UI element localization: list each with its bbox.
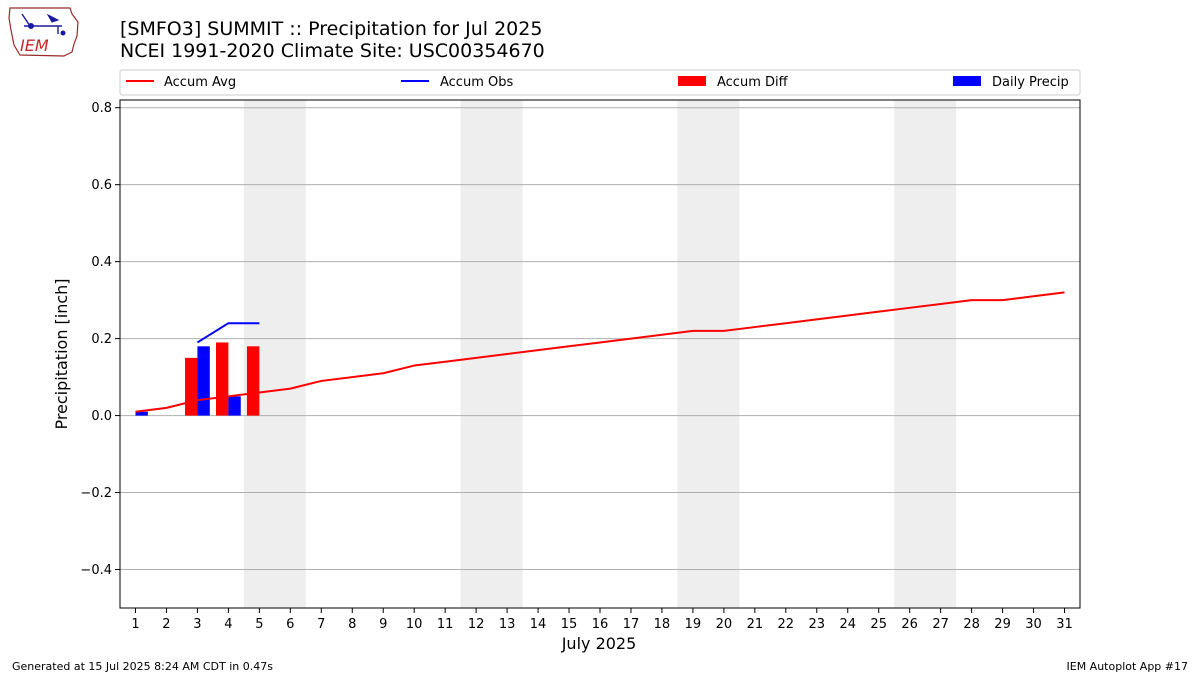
y-tick-label: −0.2 xyxy=(80,486,112,501)
legend-label-accum-obs: Accum Obs xyxy=(440,75,513,90)
accum-diff-bar xyxy=(185,357,198,416)
accum-avg-line xyxy=(135,291,1065,413)
x-tick-label: 21 xyxy=(747,617,764,632)
x-tick-label: 16 xyxy=(592,617,609,632)
x-tick-label: 8 xyxy=(348,617,356,632)
legend-swatch-daily-precip xyxy=(953,76,981,86)
accum-obs-line xyxy=(196,322,260,344)
x-tick-label: 15 xyxy=(561,617,578,632)
weekend-band xyxy=(894,100,957,608)
x-tick-label: 27 xyxy=(932,617,949,632)
accum-diff-bar xyxy=(246,346,260,416)
legend-item-accum-avg: Accum Avg xyxy=(126,75,236,90)
legend: Accum Avg Accum Obs Accum Diff Daily Pre… xyxy=(119,69,1081,96)
x-tick-label: 30 xyxy=(1025,617,1042,632)
daily-precip-bar xyxy=(135,411,148,416)
x-tick-label: 28 xyxy=(963,617,980,632)
x-tick-label: 19 xyxy=(685,617,702,632)
x-tick-label: 4 xyxy=(224,617,232,632)
line-series xyxy=(135,291,1065,413)
weekend-band xyxy=(677,100,740,608)
x-tick-label: 7 xyxy=(317,617,325,632)
legend-swatch-accum-diff xyxy=(678,76,706,86)
x-tick-label: 6 xyxy=(286,617,294,632)
x-tick-label: 3 xyxy=(193,617,201,632)
y-axis-ticks: −0.4 −0.2 0.0 0.2 0.4 0.6 0.8 xyxy=(80,101,120,578)
app-id-label: IEM Autoplot App #17 xyxy=(1067,660,1189,673)
x-tick-label: 25 xyxy=(870,617,887,632)
iem-logo: IEM xyxy=(8,7,79,57)
legend-frame xyxy=(119,69,1081,96)
x-tick-label: 20 xyxy=(716,617,733,632)
daily-precip-bar xyxy=(228,396,241,416)
bar-series xyxy=(135,342,260,416)
x-tick-label: 9 xyxy=(379,617,387,632)
y-tick-label: 0.8 xyxy=(91,101,112,116)
weekend-shading xyxy=(243,100,957,608)
y-gridlines xyxy=(120,107,1080,571)
x-tick-label: 1 xyxy=(131,617,139,632)
x-tick-label: 10 xyxy=(406,617,423,632)
chart-subtitle: NCEI 1991-2020 Climate Site: USC00354670 xyxy=(120,40,545,62)
chart-title: [SMFO3] SUMMIT :: Precipitation for Jul … xyxy=(120,18,542,40)
x-tick-label: 26 xyxy=(901,617,918,632)
accum-diff-bar xyxy=(216,342,229,416)
legend-item-daily-precip: Daily Precip xyxy=(953,75,1069,90)
x-tick-label: 14 xyxy=(530,617,547,632)
y-tick-label: 0.4 xyxy=(91,255,112,270)
legend-label-daily-precip: Daily Precip xyxy=(992,75,1069,90)
x-tick-label: 12 xyxy=(468,617,485,632)
x-tick-label: 29 xyxy=(994,617,1011,632)
x-tick-label: 5 xyxy=(255,617,263,632)
logo-text: IEM xyxy=(20,36,49,55)
x-tick-label: 11 xyxy=(437,617,454,632)
x-tick-label: 17 xyxy=(623,617,640,632)
legend-label-accum-avg: Accum Avg xyxy=(164,75,236,90)
x-tick-label: 23 xyxy=(809,617,826,632)
y-tick-label: −0.4 xyxy=(80,563,112,578)
y-tick-label: 0.2 xyxy=(91,332,112,347)
y-axis-label: Precipitation [inch] xyxy=(52,278,71,429)
x-tick-label: 18 xyxy=(654,617,671,632)
x-axis-ticks: 1 2 3 4 5 6 7 8 9 10 11 12 13 14 15 16 17 18 19 20 21 22 23 24 2… xyxy=(131,608,1073,632)
daily-precip-bar xyxy=(197,346,210,416)
weather-station-icon xyxy=(21,13,66,36)
x-tick-label: 2 xyxy=(162,617,170,632)
legend-item-accum-obs: Accum Obs xyxy=(401,75,513,90)
x-tick-label: 31 xyxy=(1056,617,1073,632)
x-tick-label: 22 xyxy=(778,617,795,632)
x-axis-label: July 2025 xyxy=(561,634,637,653)
y-tick-label: 0.0 xyxy=(91,409,112,424)
generated-timestamp: Generated at 15 Jul 2025 8:24 AM CDT in … xyxy=(12,660,273,673)
x-tick-label: 24 xyxy=(839,617,856,632)
legend-label-accum-diff: Accum Diff xyxy=(717,75,789,90)
legend-item-accum-diff: Accum Diff xyxy=(678,75,789,90)
x-tick-label: 13 xyxy=(499,617,516,632)
y-tick-label: 0.6 xyxy=(91,178,112,193)
